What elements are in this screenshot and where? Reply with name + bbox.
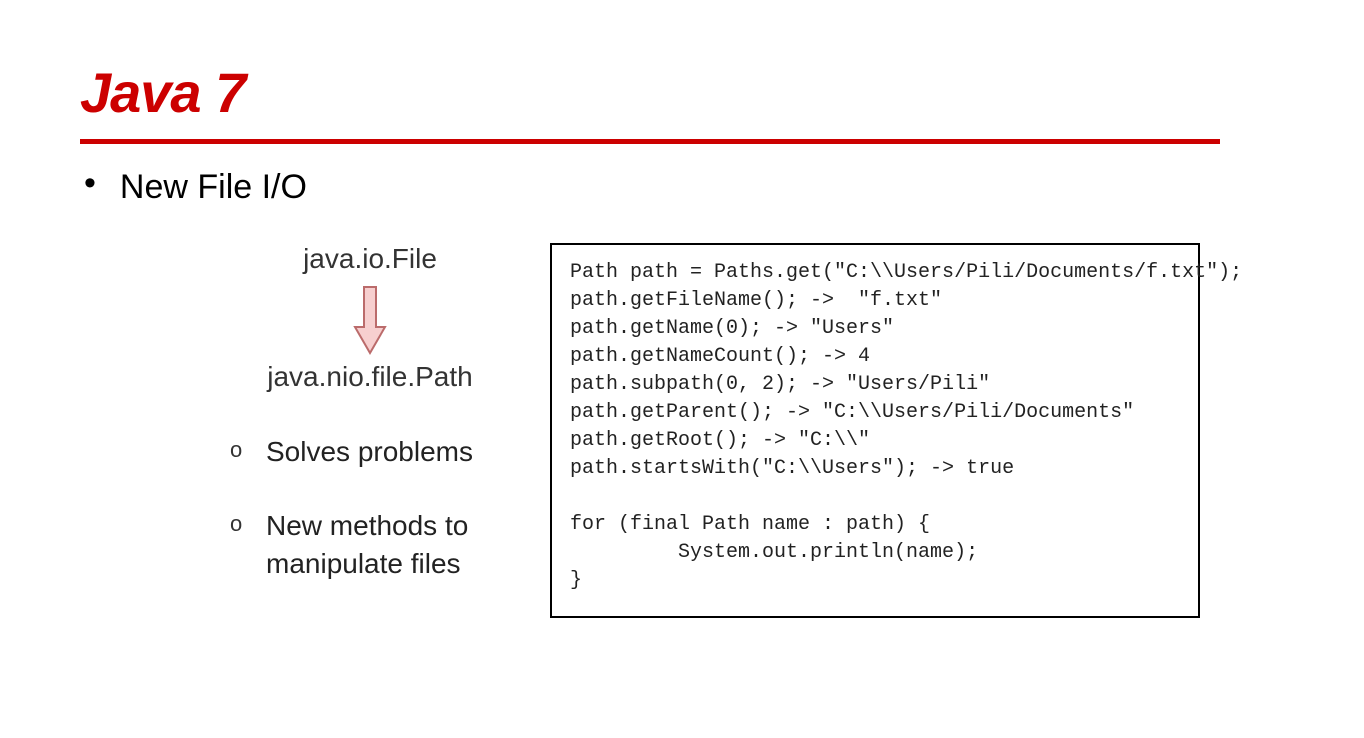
sub-bullet-list: Solves problems New methods to manipulat… xyxy=(230,433,540,582)
slide-title: Java 7 xyxy=(80,60,1284,125)
bullet-text: New File I/O xyxy=(120,168,307,207)
api-new-label: java.nio.file.Path xyxy=(200,361,540,393)
sub-bullet-item: New methods to manipulate files xyxy=(230,507,540,583)
left-column: java.io.File java.nio.file.Path Solves p… xyxy=(80,243,540,618)
api-old-label: java.io.File xyxy=(200,243,540,275)
arrow-shape xyxy=(355,287,385,353)
title-rule xyxy=(80,139,1220,144)
code-box: Path path = Paths.get("C:\\Users/Pili/Do… xyxy=(550,243,1200,618)
down-arrow-icon xyxy=(200,285,540,355)
bullet-item: • New File I/O xyxy=(84,168,1284,207)
slide: Java 7 • New File I/O java.io.File java.… xyxy=(0,0,1364,738)
sub-bullet-item: Solves problems xyxy=(230,433,540,471)
code-content: Path path = Paths.get("C:\\Users/Pili/Do… xyxy=(570,259,1180,595)
content-row: java.io.File java.nio.file.Path Solves p… xyxy=(80,243,1284,618)
bullet-marker: • xyxy=(84,168,96,198)
